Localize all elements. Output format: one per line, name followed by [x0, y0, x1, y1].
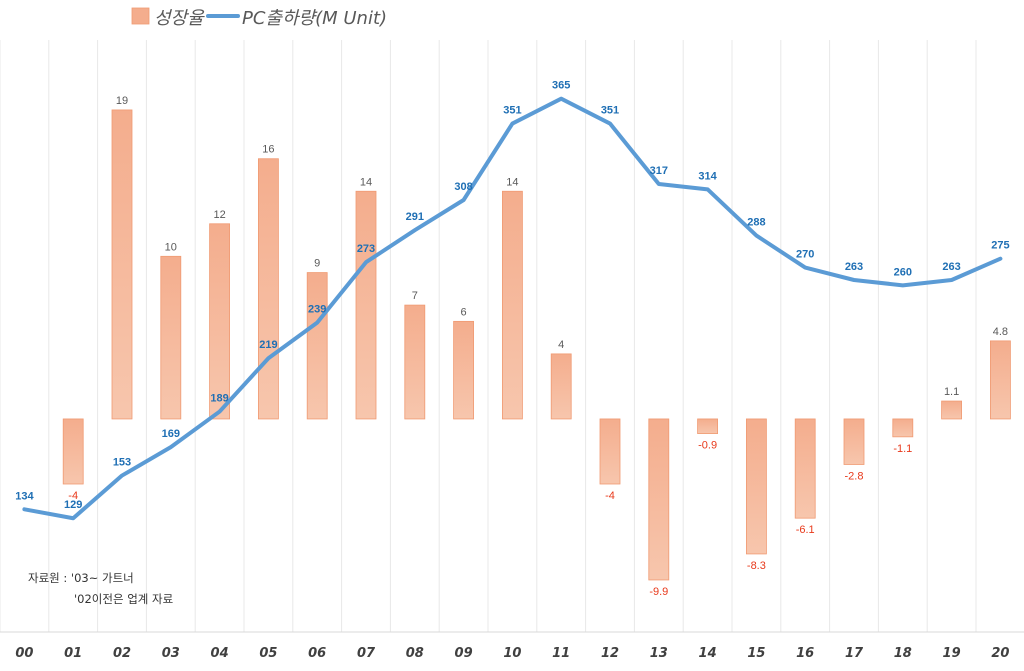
bar-09 [453, 320, 475, 420]
bar-10 [501, 190, 523, 420]
bar-label-15: -8.3 [747, 560, 766, 572]
bar-label-10: 14 [506, 176, 518, 188]
line-label-07: 273 [357, 243, 375, 255]
bar-05 [257, 158, 279, 420]
bar-label-07: 14 [360, 176, 372, 188]
x-tick-00: 00 [15, 646, 33, 661]
bar-label-12: -4 [605, 490, 615, 502]
line-label-02: 153 [113, 457, 131, 469]
x-tick-16: 16 [796, 646, 814, 661]
x-axis: 00 01 02 03 04 05 06 07 08 09 10 11 12 13 14 15 16 17 18 19… [15, 646, 1009, 661]
line-label-17: 263 [845, 261, 863, 273]
line-label-09: 308 [454, 181, 472, 193]
x-tick-19: 19 [943, 646, 961, 661]
bar-label-20: 4.8 [993, 326, 1008, 338]
x-tick-17: 17 [845, 646, 864, 661]
bar-label-01: -4 [68, 490, 78, 502]
line-label-10: 351 [503, 105, 521, 117]
bar-18 [892, 418, 914, 438]
line-data-labels: 1341291531691892192392732913083513653513… [15, 80, 1009, 512]
bar-series [62, 109, 1011, 581]
bar-02 [111, 109, 133, 420]
source-note: 자료원 : '03~ 가트너 '02이전은 업계 자료 [28, 571, 173, 606]
bar-11 [550, 353, 572, 420]
x-tick-10: 10 [503, 646, 521, 661]
bar-label-11: 4 [558, 339, 564, 351]
x-tick-11: 11 [552, 646, 570, 661]
line-label-13: 317 [650, 165, 668, 177]
legend-bar-label: 성장율 [154, 8, 205, 29]
source-line-2: '02이전은 업계 자료 [74, 592, 173, 606]
bar-label-08: 7 [412, 290, 418, 302]
line-label-11: 365 [552, 80, 570, 92]
line-label-16: 270 [796, 249, 814, 261]
line-label-08: 291 [406, 211, 424, 223]
bar-label-02: 19 [116, 95, 128, 107]
bar-15 [746, 418, 767, 555]
bar-label-04: 12 [213, 209, 225, 221]
bar-01 [62, 418, 84, 485]
shipment-line [22, 96, 1003, 521]
bar-label-05: 16 [262, 144, 274, 156]
x-tick-02: 02 [113, 646, 131, 661]
line-label-01: 129 [64, 499, 82, 511]
line-label-18: 260 [894, 266, 912, 278]
x-tick-01: 01 [64, 646, 82, 661]
line-label-04: 189 [210, 393, 228, 405]
bar-label-16: -6.1 [796, 524, 815, 536]
x-tick-15: 15 [747, 646, 765, 661]
bar-20 [990, 340, 1011, 420]
x-tick-04: 04 [211, 646, 229, 661]
grid-lines [0, 40, 1024, 633]
x-tick-14: 14 [699, 646, 717, 661]
x-tick-05: 05 [259, 646, 277, 661]
x-tick-18: 18 [894, 646, 912, 661]
line-label-14: 314 [698, 170, 717, 182]
bar-label-19: 1.1 [944, 386, 959, 398]
line-label-12: 351 [601, 105, 619, 117]
bar-06 [306, 272, 328, 420]
source-line-1: 자료원 : '03~ 가트너 [28, 571, 134, 585]
x-tick-07: 07 [357, 646, 376, 661]
line-label-06: 239 [308, 304, 326, 316]
bar-17 [843, 418, 865, 465]
line-label-15: 288 [747, 217, 765, 229]
x-tick-13: 13 [650, 646, 668, 661]
legend: 성장율 PC출하량(M Unit) [131, 7, 387, 29]
bar-04 [209, 223, 231, 420]
bar-16 [794, 418, 816, 519]
line-label-05: 219 [259, 339, 277, 351]
bar-19 [941, 400, 962, 420]
bar-08 [404, 304, 426, 420]
bar-03 [160, 255, 182, 420]
bar-label-09: 6 [461, 306, 467, 318]
bar-07 [355, 190, 377, 420]
bar-label-03: 10 [165, 241, 177, 253]
bar-data-labels: -41910121691476144-4-9.9-0.9-8.3-6.1-2.8… [68, 95, 1008, 598]
bar-label-14: -0.9 [698, 440, 717, 452]
legend-line-label: PC출하량(M Unit) [242, 8, 387, 29]
bar-label-13: -9.9 [649, 586, 668, 598]
line-series [22, 96, 1003, 521]
bar-label-17: -2.8 [845, 470, 864, 482]
x-tick-20: 20 [991, 646, 1009, 661]
bar-label-18: -1.1 [893, 443, 912, 455]
x-tick-08: 08 [406, 646, 424, 661]
bar-label-06: 9 [314, 258, 320, 270]
line-label-20: 275 [991, 240, 1009, 252]
x-tick-12: 12 [601, 646, 619, 661]
bar-12 [599, 418, 621, 485]
line-label-03: 169 [162, 428, 180, 440]
x-tick-09: 09 [455, 646, 473, 661]
bar-14 [697, 418, 718, 434]
bar-13 [648, 418, 670, 581]
legend-bar-swatch [131, 7, 150, 25]
x-tick-06: 06 [308, 646, 326, 661]
x-tick-03: 03 [162, 646, 180, 661]
line-label-19: 263 [942, 261, 960, 273]
line-label-00: 134 [15, 490, 34, 502]
